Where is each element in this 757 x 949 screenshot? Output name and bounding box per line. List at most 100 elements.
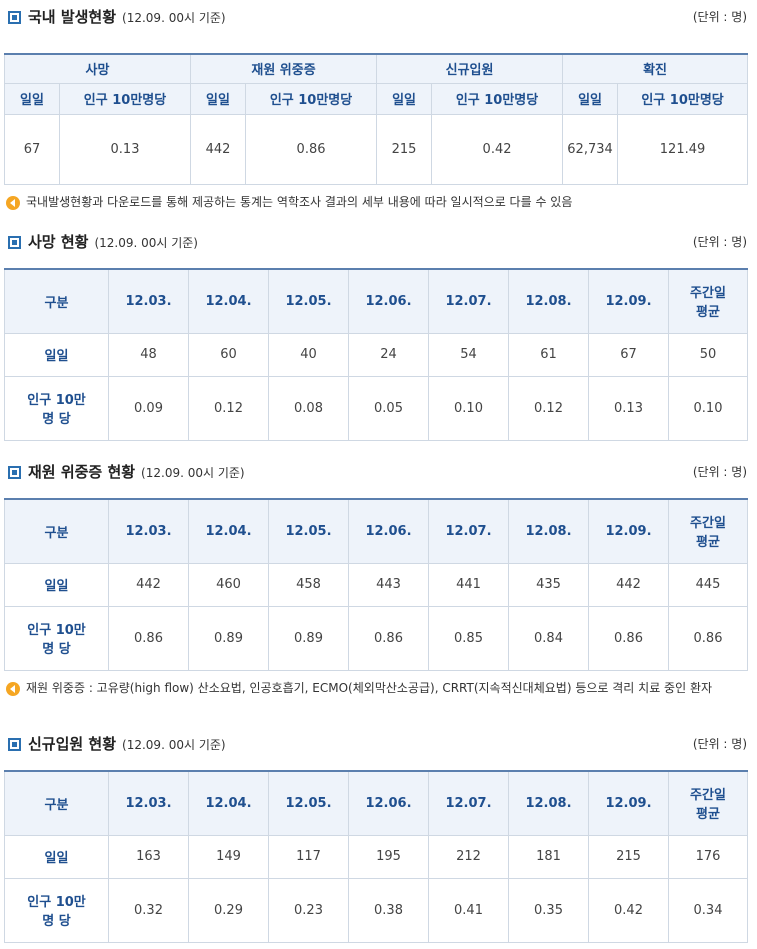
- group-header-admissions: 신규입원: [376, 53, 564, 84]
- header-date: 12.05.: [268, 770, 349, 836]
- section-title: 신규입원 현황 (12.09. 00시 기준): [28, 735, 226, 753]
- value-cell: 195: [348, 834, 429, 879]
- value-cell: 0.41: [428, 877, 509, 943]
- header-date: 12.07.: [428, 268, 509, 334]
- value-cell: 0.29: [188, 877, 269, 943]
- header-weekly-average: 주간일 평균: [668, 770, 748, 836]
- header-category: 구분: [4, 498, 109, 564]
- sub-header-per-100k: 인구 10만명당: [431, 82, 564, 115]
- value-cell: 0.42: [431, 113, 564, 185]
- section-title: 국내 발생현황 (12.09. 00시 기준): [28, 8, 226, 26]
- value-cell: 0.10: [668, 375, 748, 441]
- value-cell: 0.05: [348, 375, 429, 441]
- header-date: 12.05.: [268, 498, 349, 564]
- header-date: 12.09.: [588, 770, 669, 836]
- value-cell: 0.10: [428, 375, 509, 441]
- value-cell: 0.84: [508, 605, 589, 671]
- value-cell: 117: [268, 834, 349, 879]
- row-label-daily: 일일: [4, 332, 109, 377]
- basis-label: (12.09. 00시 기준): [141, 466, 245, 480]
- row-label-per-100k: 인구 10만 명 당: [4, 605, 109, 671]
- header-date: 12.06.: [348, 268, 429, 334]
- value-cell: 435: [508, 562, 589, 607]
- severe-section-header: 재원 위중증 현황 (12.09. 00시 기준) (단위 : 명): [0, 460, 757, 484]
- header-date: 12.04.: [188, 498, 269, 564]
- header-date: 12.09.: [588, 268, 669, 334]
- unit-label: (단위 : 명): [692, 737, 747, 751]
- group-header-deaths: 사망: [3, 53, 192, 84]
- deaths-section-header: 사망 현황 (12.09. 00시 기준) (단위 : 명): [0, 230, 757, 254]
- header-date: 12.07.: [428, 770, 509, 836]
- header-date: 12.04.: [188, 770, 269, 836]
- value-cell: 212: [428, 834, 509, 879]
- severe-table: 구분 12.03. 12.04. 12.05. 12.06. 12.07. 12…: [4, 498, 748, 671]
- value-cell: 24: [348, 332, 429, 377]
- value-cell: 176: [668, 834, 748, 879]
- header-date: 12.08.: [508, 770, 589, 836]
- sub-header-daily: 일일: [562, 82, 619, 115]
- value-cell: 0.34: [668, 877, 748, 943]
- value-cell: 60: [188, 332, 269, 377]
- speaker-icon: [6, 196, 20, 210]
- value-cell: 0.89: [188, 605, 269, 671]
- value-cell: 163: [108, 834, 189, 879]
- header-date: 12.03.: [108, 268, 189, 334]
- deaths-table: 구분 12.03. 12.04. 12.05. 12.06. 12.07. 12…: [4, 268, 748, 441]
- header-date: 12.05.: [268, 268, 349, 334]
- unit-label: (단위 : 명): [692, 10, 747, 24]
- value-cell: 0.42: [588, 877, 669, 943]
- row-label-daily: 일일: [4, 834, 109, 879]
- header-date: 12.03.: [108, 770, 189, 836]
- value-cell: 67: [588, 332, 669, 377]
- value-cell: 445: [668, 562, 748, 607]
- value-cell: 0.09: [108, 375, 189, 441]
- note-text: 재원 위중증 : 고유량(high flow) 산소요법, 인공호흡기, ECM…: [26, 681, 713, 695]
- speaker-icon: [6, 682, 20, 696]
- domestic-section-header: 국내 발생현황 (12.09. 00시 기준) (단위 : 명): [0, 5, 757, 29]
- note-text: 국내발생현황과 다운로드를 통해 제공하는 통계는 역학조사 결과의 세부 내용…: [26, 195, 573, 209]
- value-cell: 0.23: [268, 877, 349, 943]
- value-cell: 0.35: [508, 877, 589, 943]
- unit-label: (단위 : 명): [692, 465, 747, 479]
- group-header-confirmed: 확진: [562, 53, 749, 84]
- value-cell: 442: [588, 562, 669, 607]
- header-date: 12.08.: [508, 498, 589, 564]
- row-label-per-100k: 인구 10만 명 당: [4, 877, 109, 943]
- row-label-per-100k: 인구 10만 명 당: [4, 375, 109, 441]
- value-cell: 0.85: [428, 605, 509, 671]
- header-date: 12.04.: [188, 268, 269, 334]
- value-cell: 54: [428, 332, 509, 377]
- header-date: 12.07.: [428, 498, 509, 564]
- value-cell: 0.13: [588, 375, 669, 441]
- sub-header-per-100k: 인구 10만명당: [58, 82, 192, 115]
- row-label-daily: 일일: [4, 562, 109, 607]
- admissions-section-header: 신규입원 현황 (12.09. 00시 기준) (단위 : 명): [0, 732, 757, 756]
- header-date: 12.09.: [588, 498, 669, 564]
- domestic-status-table: 사망 재원 위중증 신규입원 확진 일일 인구 10만명당 일일 인구 10만명…: [3, 53, 749, 185]
- basis-label: (12.09. 00시 기준): [122, 738, 226, 752]
- header-weekly-average: 주간일 평균: [668, 268, 748, 334]
- section-title: 사망 현황 (12.09. 00시 기준): [28, 233, 198, 251]
- sub-header-per-100k: 인구 10만명당: [245, 82, 378, 115]
- value-cell: 40: [268, 332, 349, 377]
- square-bullet-icon: [8, 11, 21, 24]
- square-bullet-icon: [8, 466, 21, 479]
- value-cell: 0.13: [58, 113, 192, 185]
- sub-header-daily: 일일: [4, 82, 60, 115]
- value-cell: 0.89: [268, 605, 349, 671]
- section-title: 재원 위중증 현황 (12.09. 00시 기준): [28, 463, 245, 481]
- square-bullet-icon: [8, 738, 21, 751]
- value-cell: 0.12: [508, 375, 589, 441]
- header-date: 12.06.: [348, 498, 429, 564]
- header-category: 구분: [4, 770, 109, 836]
- value-cell: 121.49: [617, 113, 749, 185]
- value-cell: 0.38: [348, 877, 429, 943]
- value-cell: 48: [108, 332, 189, 377]
- basis-label: (12.09. 00시 기준): [94, 236, 198, 250]
- value-cell: 442: [108, 562, 189, 607]
- value-cell: 0.86: [668, 605, 748, 671]
- value-cell: 441: [428, 562, 509, 607]
- value-cell: 0.86: [588, 605, 669, 671]
- value-cell: 0.86: [348, 605, 429, 671]
- value-cell: 0.32: [108, 877, 189, 943]
